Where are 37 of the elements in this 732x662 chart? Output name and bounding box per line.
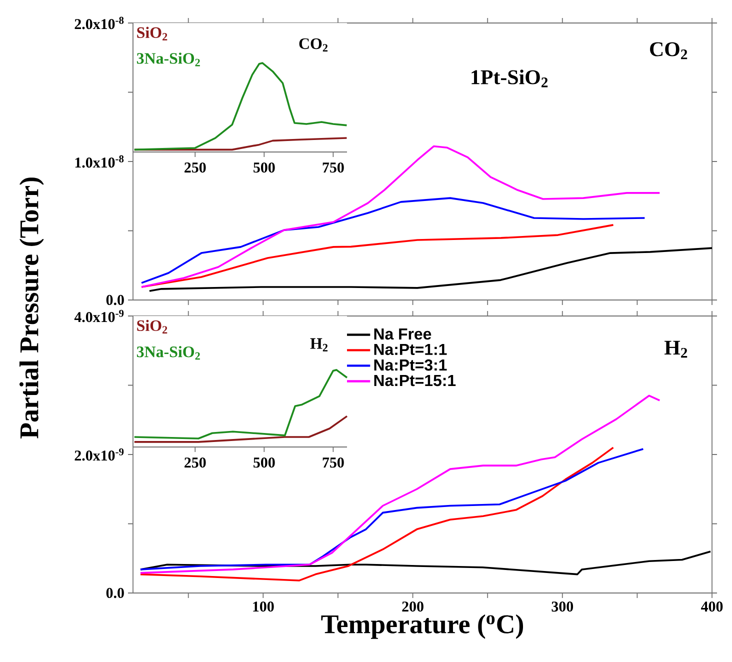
x-tick-label: 200 bbox=[402, 602, 424, 612]
annotation: H$_{2}$ bbox=[310, 338, 328, 352]
y-tick-label: 1.0x10$^{-8}$ bbox=[75, 155, 124, 168]
line-series bbox=[140, 224, 614, 288]
line-series bbox=[140, 550, 712, 576]
annotation: CO$_{2}$ bbox=[650, 42, 688, 60]
text: 3Na-SiO$_{2}$ bbox=[136, 346, 200, 360]
line-series bbox=[140, 394, 661, 574]
text: SiO$_{2}$ bbox=[137, 320, 168, 334]
legend-label: Na:Pt=3:1 bbox=[374, 359, 447, 371]
x-axis-title: Temperature ($^{o}$C) bbox=[321, 614, 524, 639]
line-series bbox=[140, 197, 646, 284]
x-tick-label: 250 bbox=[184, 458, 206, 468]
x-tick-label: 250 bbox=[184, 162, 206, 173]
x-tick-label: 400 bbox=[701, 602, 723, 612]
x-tick-label: 500 bbox=[254, 162, 275, 173]
x-tick-label: 500 bbox=[254, 458, 275, 468]
y-axis-title: Partial Pressure (Torr) bbox=[19, 178, 44, 438]
x-tick-label: 750 bbox=[322, 458, 344, 468]
annotation: CO$_{2}$ bbox=[299, 38, 328, 52]
x-tick-label: 100 bbox=[253, 602, 274, 612]
legend-label: Na Free bbox=[374, 328, 432, 340]
y-tick-label: 2.0x10$^{-8}$ bbox=[74, 16, 124, 30]
y-tick-label: 4.0x10$^{-9}$ bbox=[74, 310, 124, 322]
line-series bbox=[140, 145, 661, 288]
annotation: H$_{2}$ bbox=[664, 340, 688, 358]
text: 3Na-SiO$_{2}$ bbox=[136, 52, 200, 66]
y-tick-label: 0.0 bbox=[106, 294, 124, 306]
text: 1Pt-SiO$_{2}$ bbox=[472, 70, 548, 88]
line-series bbox=[148, 247, 713, 292]
y-tick-label: 0.0 bbox=[106, 588, 124, 598]
legend-label: Na:Pt=1:1 bbox=[374, 344, 447, 356]
legend-label: Na:Pt=15:1 bbox=[374, 374, 456, 386]
text: SiO$_{2}$ bbox=[137, 26, 168, 40]
x-tick-label: 300 bbox=[552, 602, 574, 612]
x-tick-label: 750 bbox=[322, 162, 344, 173]
y-tick-label: 2.0x10$^{-9}$ bbox=[74, 448, 124, 461]
